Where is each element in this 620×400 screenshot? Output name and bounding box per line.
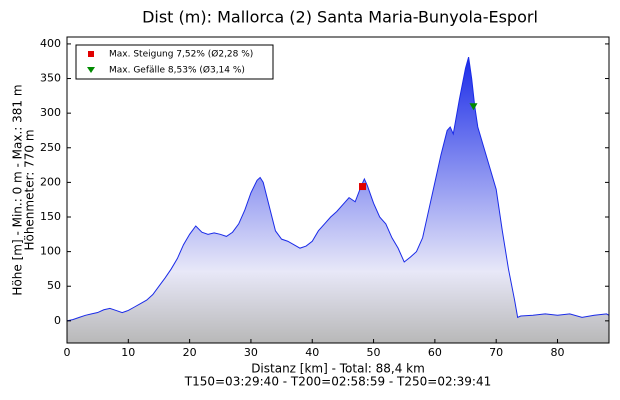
- x-tick-label: 80: [550, 346, 564, 359]
- x-tick-label: 60: [428, 346, 442, 359]
- legend-swatch: [88, 51, 94, 57]
- x-tick-label: 30: [244, 346, 258, 359]
- profile-line: [66, 56, 610, 322]
- chart-title: Dist (m): Mallorca (2) Santa Maria-Bunyo…: [142, 8, 538, 27]
- x-axis-label: T150=03:29:40 - T200=02:58:59 - T250=02:…: [184, 375, 491, 389]
- y-axis-label: Höhenmeter: 770 m: [23, 129, 37, 250]
- x-tick-label: 50: [367, 346, 381, 359]
- x-axis-label: Distanz [km] - Total: 88,4 km: [251, 362, 425, 376]
- area-fill: [67, 57, 609, 343]
- y-tick-label: 300: [40, 106, 61, 119]
- y-tick-label: 200: [40, 175, 61, 188]
- legend-swatch: [87, 67, 95, 73]
- y-tick-label: 350: [40, 72, 61, 85]
- y-tick-label: 150: [40, 210, 61, 223]
- marker: [469, 103, 478, 111]
- y-tick-label: 400: [40, 37, 61, 50]
- y-tick-label: 50: [47, 279, 61, 292]
- legend-box: [75, 44, 274, 80]
- marker: [359, 183, 367, 191]
- plot-frame: [66, 36, 610, 344]
- legend-label: Max. Steigung 7,52% (Ø2,28 %): [109, 49, 253, 60]
- y-tick-label: 0: [54, 314, 61, 327]
- x-tick-label: 40: [305, 346, 319, 359]
- y-axis-label: Höhe [m] - Min.: 0 m - Max.: 381 m: [11, 84, 25, 295]
- x-tick-label: 70: [489, 346, 503, 359]
- legend-label: Max. Gefälle 8,53% (Ø3,14 %): [109, 65, 245, 76]
- x-tick-label: 10: [121, 346, 135, 359]
- x-tick-label: 0: [64, 346, 71, 359]
- y-tick-label: 100: [40, 245, 61, 258]
- x-tick-label: 20: [183, 346, 197, 359]
- y-tick-label: 250: [40, 141, 61, 154]
